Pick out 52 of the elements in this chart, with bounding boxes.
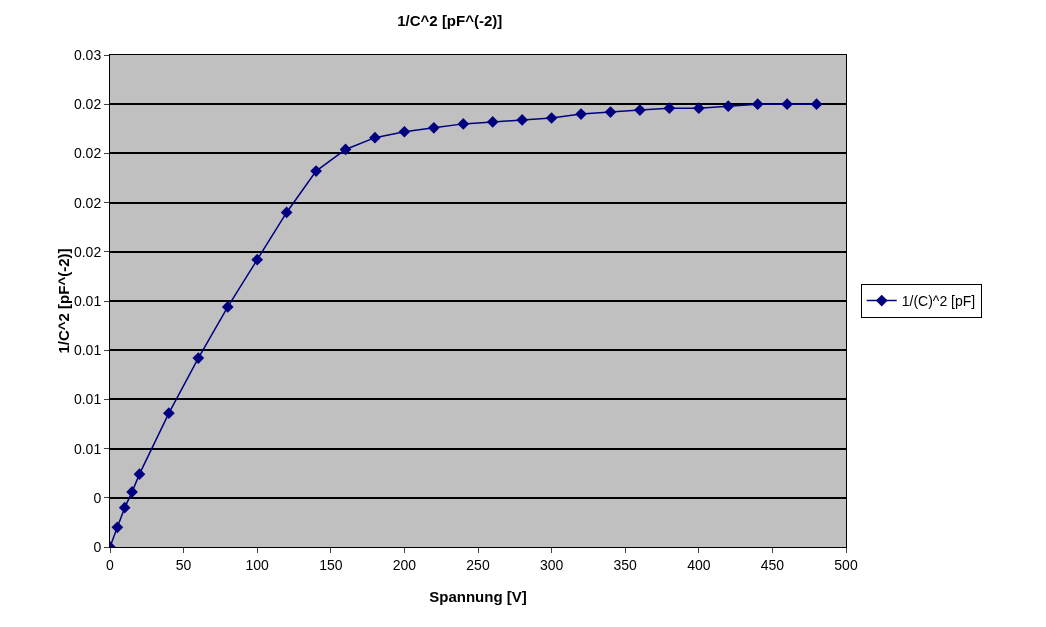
point (663, 102, 676, 114)
y-tick-label: 0 (93, 489, 102, 506)
y-tick-label: 0.03 (73, 46, 102, 63)
point (604, 106, 617, 118)
y-tick-label: 0.02 (73, 194, 102, 211)
x-tick-label: 0 (106, 556, 115, 573)
point (251, 253, 264, 266)
x-tick-label: 200 (392, 556, 417, 573)
y-tick-label: 0.01 (73, 440, 102, 457)
point (398, 125, 411, 138)
point (781, 98, 793, 111)
point (111, 521, 124, 534)
y-tick-label: 0.01 (73, 342, 102, 359)
point (221, 301, 234, 313)
point (280, 206, 293, 219)
point (810, 98, 823, 111)
x-tick-label: 500 (834, 556, 858, 573)
point (545, 112, 558, 124)
x-tick-label: 250 (466, 556, 490, 573)
y-tick-label: 0.02 (73, 243, 102, 260)
x-tick-label: 400 (687, 556, 711, 573)
x-tick-label: 350 (613, 556, 638, 573)
x-axis-title: Spannung [V] (429, 588, 527, 605)
x-tick-label: 450 (760, 556, 785, 573)
point (118, 501, 131, 514)
point (310, 165, 322, 177)
point (163, 407, 175, 420)
y-tick-label: 0.02 (73, 145, 102, 162)
point (722, 100, 735, 113)
point (751, 98, 764, 111)
point (634, 104, 646, 116)
point (692, 102, 705, 114)
point (192, 352, 205, 364)
point (516, 114, 529, 126)
point (339, 143, 352, 156)
y-tick-label: 0 (93, 538, 102, 555)
x-tick-label: 50 (175, 556, 192, 573)
y-tick-label: 0.01 (73, 292, 102, 309)
point (427, 121, 440, 134)
point (457, 118, 470, 130)
x-tick-label: 300 (539, 556, 564, 573)
y-tick-label: 0.02 (73, 96, 102, 113)
point (133, 468, 146, 481)
y-tick-label: 0.01 (73, 391, 102, 408)
legend-label: 1/(C)^2 [pF] (901, 293, 976, 310)
x-tick-label: 100 (245, 556, 270, 573)
y-axis-title: 1/C^2 [pF^(-2)] (54, 248, 72, 354)
x-tick-label: 150 (319, 556, 343, 573)
point (486, 116, 499, 128)
point (369, 131, 381, 144)
point (126, 486, 138, 498)
chart-title: 1/C^2 [pF^(-2)] (397, 12, 503, 30)
